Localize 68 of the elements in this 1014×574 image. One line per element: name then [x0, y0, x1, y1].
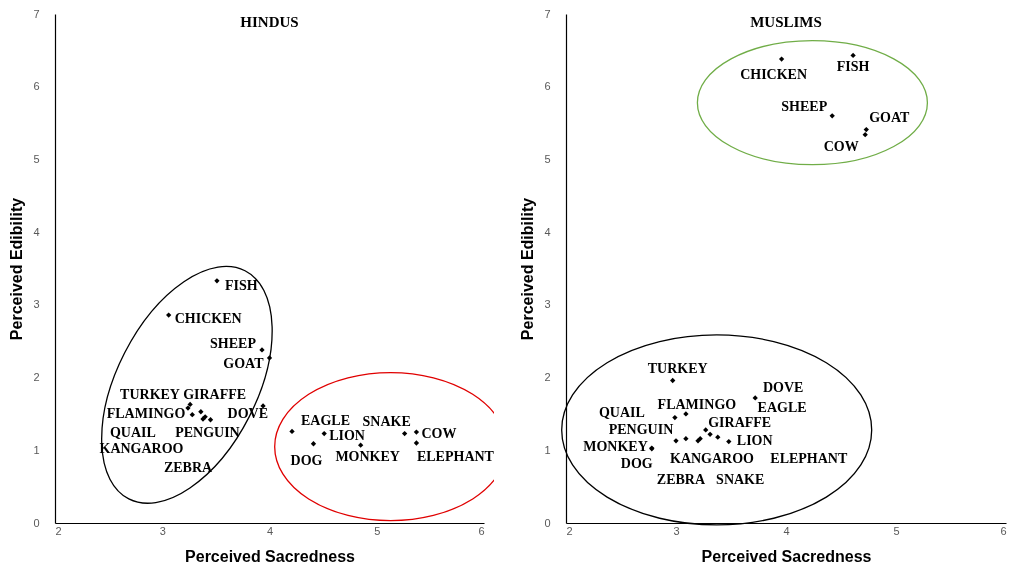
y-tick-label: 2 — [33, 371, 40, 384]
annotation: GOAT — [223, 355, 265, 371]
annotation: MONKEY — [335, 449, 400, 465]
annotation: LION — [329, 427, 365, 443]
annotation: QUAIL — [109, 424, 156, 440]
x-tick-label: 5 — [893, 524, 900, 537]
y-tick-label: 2 — [544, 371, 551, 384]
y-tick-label: 5 — [33, 152, 40, 165]
annotation: FLAMINGO — [657, 396, 737, 412]
annotation: ELEPHANT — [770, 451, 848, 467]
y-tick-label: 4 — [544, 225, 551, 238]
annotation: DOG — [620, 455, 653, 471]
x-tick-label: 6 — [478, 524, 485, 537]
y-tick-label: 1 — [33, 443, 40, 456]
chart-title: HINDUS — [240, 14, 299, 30]
annotation: PENGUIN — [608, 421, 674, 437]
chart-title: MUSLIMS — [750, 14, 822, 30]
annotation: FISH — [224, 277, 258, 293]
annotation: SHEEP — [781, 98, 828, 114]
annotation: TURKEY — [647, 361, 708, 377]
annotation: PENGUIN — [175, 424, 240, 440]
x-tick-label: 4 — [783, 524, 790, 537]
annotation: EAGLE — [301, 413, 351, 429]
annotation: DOVE — [762, 379, 804, 395]
annotation: SHEEP — [210, 335, 257, 351]
annotation: ZEBRA — [656, 471, 706, 487]
y-tick-label: 6 — [33, 80, 40, 93]
y-axis-title: Perceived Edibility — [8, 197, 26, 341]
x-tick-label: 2 — [566, 524, 573, 537]
x-axis-title: Perceived Sacredness — [185, 547, 356, 565]
y-axis-title: Perceived Edibility — [519, 197, 537, 341]
annotation: FLAMINGO — [106, 405, 186, 421]
y-tick-label: 5 — [544, 152, 551, 165]
y-tick-label: 7 — [33, 7, 40, 20]
annotation: GIRAFFE — [708, 414, 772, 430]
annotation: ELEPHANT — [416, 449, 495, 465]
y-tick-label: 1 — [544, 443, 551, 456]
annotation: MONKEY — [583, 439, 648, 455]
annotation: CHICKEN — [740, 67, 808, 83]
y-tick-label: 0 — [33, 516, 40, 529]
y-tick-label: 0 — [544, 516, 551, 529]
x-tick-label: 3 — [673, 524, 680, 537]
y-tick-label: 7 — [544, 7, 551, 20]
annotation: ZEBRA — [163, 460, 214, 476]
annotation: GIRAFFE — [183, 387, 247, 403]
annotation: TURKEY — [120, 387, 180, 403]
annotation: EAGLE — [757, 400, 807, 416]
annotation: GOAT — [869, 109, 911, 125]
annotation: DOG — [290, 452, 323, 468]
annotation: SNAKE — [716, 471, 765, 487]
annotation: FISH — [836, 59, 870, 75]
x-tick-label: 6 — [1000, 524, 1007, 537]
annotation: LION — [736, 432, 773, 448]
x-axis-title: Perceived Sacredness — [701, 547, 872, 565]
y-tick-label: 6 — [544, 80, 551, 93]
annotation: COW — [823, 138, 859, 154]
y-tick-label: 3 — [33, 298, 40, 311]
annotation: QUAIL — [598, 404, 645, 420]
annotation: CHICKEN — [174, 311, 242, 327]
annotation: COW — [421, 426, 457, 442]
y-tick-label: 4 — [33, 225, 40, 238]
annotation: KANGAROO — [670, 450, 755, 466]
x-tick-label: 4 — [266, 524, 274, 537]
x-tick-label: 2 — [55, 524, 62, 537]
annotation: SNAKE — [362, 413, 411, 429]
y-tick-label: 3 — [544, 298, 551, 311]
x-tick-label: 5 — [374, 524, 381, 537]
x-tick-label: 3 — [159, 524, 166, 537]
